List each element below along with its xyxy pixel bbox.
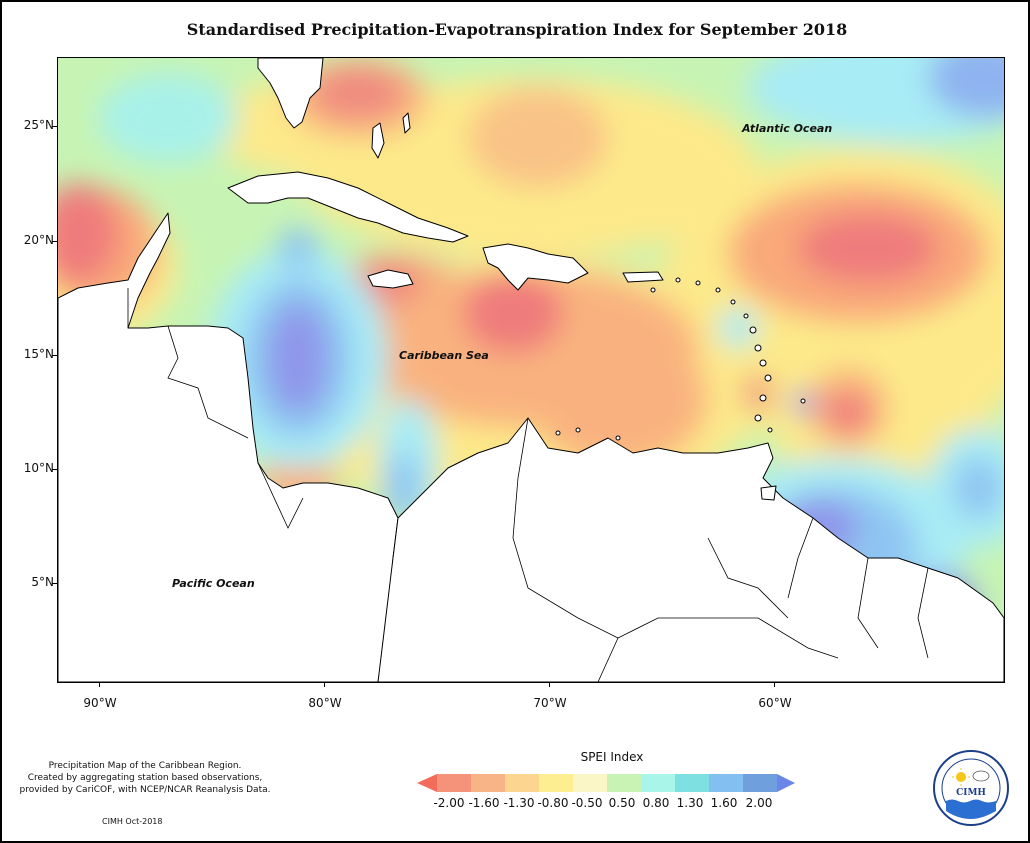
legend-title: SPEI Index: [580, 750, 644, 764]
lon-label-70w: 70°W: [533, 696, 567, 710]
legend-labels: -2.00 -1.60 -1.30 -0.80 -0.50 0.50 0.80 …: [2, 796, 1028, 812]
bahamas-outline: [371, 122, 385, 159]
legend-swatch: [471, 774, 505, 792]
central-america-outline: [58, 212, 399, 682]
lon-tick: [549, 682, 550, 687]
cimh-logo: CIMH: [933, 750, 1009, 826]
caribbean-sea-label: Caribbean Sea: [399, 349, 489, 362]
lon-label-60w: 60°W: [758, 696, 792, 710]
legend-swatch: [573, 774, 607, 792]
trinidad-outline: [760, 485, 777, 501]
legend-tick-label: 2.00: [745, 796, 773, 810]
legend-swatch: [607, 774, 641, 792]
legend-tick-label: -2.00: [433, 796, 465, 810]
country-borders: [127, 288, 929, 682]
jamaica-outline: [367, 269, 414, 289]
legend-arrow-high: [777, 774, 795, 792]
lat-tick: [52, 126, 57, 127]
legend-tick-label: 0.80: [642, 796, 670, 810]
lat-tick: [52, 583, 57, 584]
map-panel[interactable]: [57, 57, 1005, 683]
land-masses: [58, 58, 1004, 682]
florida-outline: [257, 58, 324, 129]
legend-tick-label: 1.30: [676, 796, 704, 810]
atlantic-ocean-label: Atlantic Ocean: [742, 122, 833, 135]
lat-label-15n: 15°N: [23, 347, 54, 361]
lat-tick: [52, 469, 57, 470]
logo-text: CIMH: [956, 788, 986, 798]
lat-label-10n: 10°N: [23, 461, 54, 475]
lon-label-90w: 90°W: [83, 696, 117, 710]
spei-map: [58, 58, 1004, 682]
lat-label-20n: 20°N: [23, 233, 54, 247]
legend-arrow-low: [417, 774, 437, 792]
puerto-rico-outline: [622, 271, 664, 283]
legend-tick-label: -0.80: [537, 796, 569, 810]
sun-icon: [956, 772, 966, 782]
bahamas-outline-2: [402, 112, 411, 134]
lat-label-5n: 5°N: [31, 575, 54, 589]
legend-tick-label: -1.60: [468, 796, 500, 810]
lat-tick: [52, 355, 57, 356]
cuba-outline: [227, 171, 469, 243]
caption-line-1: Precipitation Map of the Caribbean Regio…: [48, 761, 242, 771]
legend-swatch: [437, 774, 471, 792]
legend-swatch: [709, 774, 743, 792]
legend-tick-label: -0.50: [571, 796, 603, 810]
legend-swatch: [743, 774, 777, 792]
legend-tick-label: 1.60: [710, 796, 738, 810]
lat-tick: [52, 241, 57, 242]
credit-text: CIMH Oct-2018: [102, 817, 163, 826]
legend-swatch: [641, 774, 675, 792]
cloud-icon: [972, 770, 990, 782]
legend-swatch: [539, 774, 573, 792]
hispaniola-outline: [482, 243, 589, 291]
lon-tick: [324, 682, 325, 687]
legend-tick-label: -1.30: [503, 796, 535, 810]
caption-line-3: provided by CariCOF, with NCEP/NCAR Rean…: [19, 785, 271, 795]
lon-tick: [774, 682, 775, 687]
legend-tick-label: 0.50: [608, 796, 636, 810]
lat-label-25n: 25°N: [23, 118, 54, 132]
legend-swatch: [505, 774, 539, 792]
waves-icon: [946, 799, 996, 819]
caption-line-2: Created by aggregating station based obs…: [27, 773, 263, 783]
map-caption: Precipitation Map of the Caribbean Regio…: [6, 760, 284, 796]
lon-tick: [99, 682, 100, 687]
lon-label-80w: 80°W: [308, 696, 342, 710]
legend-colorbar: [417, 774, 795, 792]
map-title: Standardised Precipitation-Evapotranspir…: [186, 20, 848, 39]
legend-swatch: [675, 774, 709, 792]
pacific-ocean-label: Pacific Ocean: [172, 577, 255, 590]
lesser-antilles: [555, 277, 806, 441]
